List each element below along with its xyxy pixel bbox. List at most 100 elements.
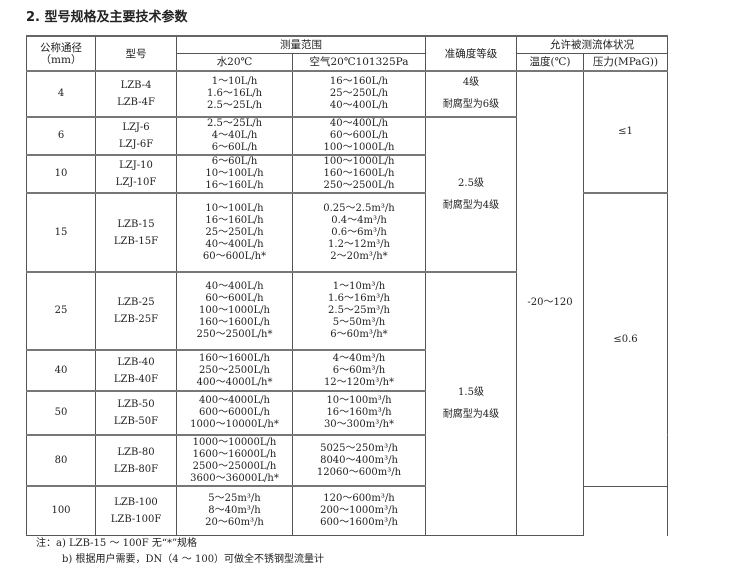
accuracy-cell: 4级耐腐型为6级 <box>425 70 517 118</box>
cell-line: 200～1000m³/h <box>320 504 398 516</box>
model-cell: LZJ-10 LZJ-10F <box>95 154 177 194</box>
cell-line: LZB-80F <box>113 463 159 475</box>
cell-line: 0.4～4m³/h <box>331 214 387 226</box>
cell-line: 100～1000L/h <box>323 142 395 153</box>
pressure-cell: ≤1 <box>583 70 668 194</box>
water-range-cell: 400～4000L/h 600～6000L/h 1000～10000L/h* <box>176 390 293 436</box>
header-pressure: 压力(MPaG)) <box>583 53 668 72</box>
cell-line: 1.6～16L/h <box>206 88 263 99</box>
cell-line: 25～250L/h <box>205 226 264 238</box>
cell-line: 16～160L/h <box>205 214 264 226</box>
air-range-cell: 1～10m³/h 1.6～16m³/h 2.5～25m³/h 5～50m³/h 6～60… <box>292 271 426 351</box>
table-row: 25 LZB-25 LZB-25F 40～400L/h 60～600L/h 100～100… <box>26 271 668 536</box>
cell-line: 4～40m³/h <box>332 352 386 364</box>
cell-line: 12060～600m³/h <box>316 466 402 478</box>
cell-line: 3600～36000L/h* <box>190 472 279 484</box>
water-range-cell: 6～60L/h 10～100L/h 16～160L/h <box>176 154 293 194</box>
cell-line: 2500～25000L/h <box>192 460 277 472</box>
cell-line: 1000～10000L/h* <box>190 419 279 430</box>
cell-line: 4级 <box>462 77 480 88</box>
cell-line: 耐腐型为4级 <box>442 199 500 211</box>
air-range-cell: 10～100m³/h 16～160m³/h 30～300m³/h* <box>292 390 426 436</box>
header-dn-unit: （mm） <box>40 53 82 66</box>
cell-line: 250～2500L/h* <box>196 329 273 340</box>
cell-line: 20～60m³/h <box>205 516 264 528</box>
cell-line: LZB-40 <box>117 356 155 368</box>
cell-line: 1～10m³/h <box>332 281 386 292</box>
dn-cell: 15 <box>26 192 96 273</box>
cell-line: 16～160m³/h <box>326 407 392 418</box>
cell-line: LZB-4 <box>120 80 152 91</box>
header-fluid: 允许被测流体状况 <box>516 35 668 54</box>
cell-line: 40～400L/h <box>205 238 264 250</box>
cell-line: 耐腐型为6级 <box>442 99 500 110</box>
water-range-cell: 160～1600L/h 250～2500L/h 400～4000L/h* <box>176 349 293 392</box>
header-model: 型号 <box>95 35 177 72</box>
cell-line: LZB-15 <box>117 218 155 230</box>
model-cell: LZB-40 LZB-40F <box>95 349 177 392</box>
table-row: 50 LZB-50 LZB-50F 400～4000L/h 600～6000L/h 100… <box>26 390 668 436</box>
model-cell: LZB-50 LZB-50F <box>95 390 177 436</box>
air-range-cell: 16～160L/h 25～250L/h 40～400L/h <box>292 70 426 118</box>
air-range-cell: 100～1000L/h 160～1600L/h 250～2500L/h <box>292 154 426 194</box>
water-range-cell: 5～25m³/h 8～40m³/h 20～60m³/h <box>176 485 293 536</box>
header-air: 空气20℃101325Pa <box>292 53 426 72</box>
cell-line: 400～4000L/h <box>199 395 270 406</box>
air-range-cell: 40～400L/h 60～600L/h 100～1000L/h <box>292 116 426 156</box>
cell-line: 600～1600m³/h <box>320 516 398 528</box>
cell-line: 10～100m³/h <box>326 395 392 406</box>
cell-line: 6～60m³/h <box>332 364 386 376</box>
cell-line: LZB-15F <box>113 235 159 247</box>
cell-line: 8040～400m³/h <box>320 454 398 466</box>
header-accuracy: 准确度等级 <box>425 35 517 72</box>
cell-line: 6～60m³/h* <box>330 329 388 340</box>
cell-line: 0.6～6m³/h <box>331 226 387 238</box>
model-cell: LZB-80 LZB-80F <box>95 434 177 487</box>
cell-line: 0.25～2.5m³/h <box>323 202 395 214</box>
cell-line: LZB-25F <box>113 314 159 325</box>
air-range-cell: 4～40m³/h 6～60m³/h 12～120m³/h* <box>292 349 426 392</box>
water-range-cell: 1～10L/h 1.6～16L/h 2.5～25L/h <box>176 70 293 118</box>
header-dn: 公称通径 （mm） <box>26 35 96 72</box>
dn-cell: 4 <box>26 70 96 118</box>
cell-line: 60～600L/h* <box>202 250 267 262</box>
cell-line: 5～50m³/h <box>332 317 386 328</box>
accuracy-cell: 1.5级耐腐型为4级 <box>425 271 517 536</box>
air-range-cell: 120～600m³/h 200～1000m³/h 600～1600m³/h <box>292 485 426 536</box>
header-water: 水20℃ <box>176 53 293 72</box>
cell-line: 1.6～16m³/h <box>328 293 390 304</box>
cell-line: 40～400L/h <box>329 100 389 111</box>
cell-line: 250～2500L/h <box>199 364 270 376</box>
cell-line: LZB-40F <box>113 373 159 385</box>
cell-line: 16～160L/h <box>205 180 264 191</box>
cell-line: LZB-80 <box>117 446 155 458</box>
dn-cell: 25 <box>26 271 96 351</box>
cell-line: 2.5～25m³/h <box>328 305 390 316</box>
note-b: b) 根据用户需要，DN（4 ～ 100）可做全不锈钢型流量计 <box>62 554 325 565</box>
cell-line: 2.5～25L/h <box>206 100 263 111</box>
dn-cell: 50 <box>26 390 96 436</box>
table-row: 15 LZB-15 LZB-15F 10～100L/h 16～160L/h 25～250L… <box>26 192 668 487</box>
dn-cell: 10 <box>26 154 96 194</box>
cell-line: 160～1600L/h <box>323 168 395 179</box>
cell-line: 10～100L/h <box>205 168 264 179</box>
model-cell: LZJ-6 LZJ-6F <box>95 116 177 156</box>
cell-line: 耐腐型为4级 <box>442 408 500 420</box>
table-row: 4 LZB-4 LZB-4F 1～10L/h 1.6～16L/h 2.5～25L/h 16～… <box>26 70 668 536</box>
cell-line: LZB-4F <box>117 97 155 108</box>
cell-line: 1.5级 <box>458 386 484 398</box>
air-range-cell: 5025～250m³/h 8040～400m³/h 12060～600m³/h <box>292 434 426 487</box>
cell-line: 60～600L/h <box>329 130 389 141</box>
cell-line: 120～600m³/h <box>323 492 395 504</box>
cell-line: 2.5～25L/h <box>206 118 263 129</box>
cell-line: 1～10L/h <box>211 76 258 87</box>
cell-line: 160～1600L/h <box>199 317 270 328</box>
cell-line: 40～400L/h <box>205 281 264 292</box>
header-temperature: 温度(℃) <box>516 53 584 72</box>
model-cell: LZB-15 LZB-15F <box>95 192 177 273</box>
cell-line: 5025～250m³/h <box>320 442 398 454</box>
cell-line: LZB-100F <box>110 513 162 525</box>
table-row: 10 LZJ-10 LZJ-10F 6～60L/h 10～100L/h 16～160L/h… <box>26 154 668 194</box>
cell-line: 250～2500L/h <box>323 180 395 191</box>
air-range-cell: 0.25～2.5m³/h 0.4～4m³/h 0.6～6m³/h 1.2～12m³/h… <box>292 192 426 273</box>
